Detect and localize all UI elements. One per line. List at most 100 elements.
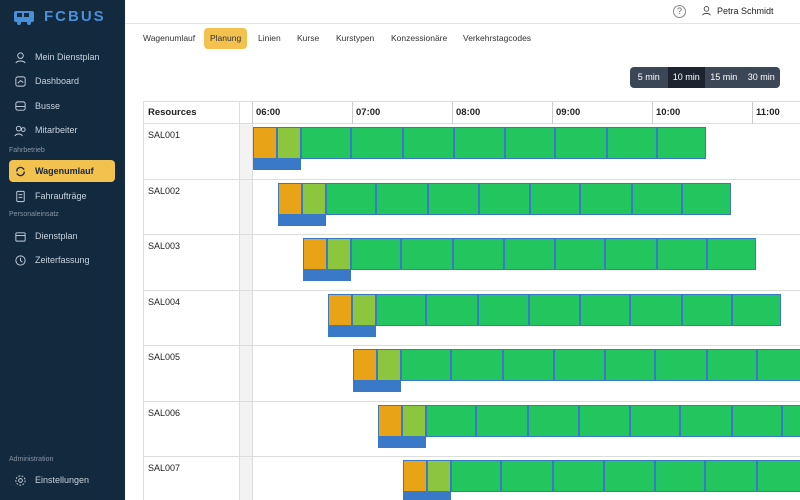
- trip-block[interactable]: [453, 238, 504, 270]
- depot-block[interactable]: [328, 293, 352, 326]
- deadhead-block[interactable]: [402, 404, 426, 437]
- tab-wagenumlauf[interactable]: Wagenumlauf: [143, 33, 196, 43]
- logo[interactable]: FCBUS: [12, 8, 106, 25]
- trip-block[interactable]: [451, 460, 501, 492]
- tab-verkehrstagcodes[interactable]: Verkehrstagcodes: [463, 33, 532, 43]
- depot-block[interactable]: [403, 460, 427, 492]
- trip-block[interactable]: [351, 238, 401, 270]
- deadhead-block[interactable]: [427, 460, 451, 492]
- trip-block[interactable]: [401, 238, 453, 270]
- trip-block[interactable]: [503, 349, 554, 381]
- trip-block[interactable]: [505, 127, 555, 159]
- trip-block[interactable]: [504, 238, 555, 270]
- dashboard-icon: [15, 75, 26, 87]
- trip-block[interactable]: [657, 127, 706, 159]
- trip-block[interactable]: [555, 238, 605, 270]
- tab-kurse[interactable]: Kurse: [297, 33, 320, 43]
- deadhead-block[interactable]: [277, 127, 301, 159]
- trip-block[interactable]: [580, 293, 630, 326]
- deadhead-block[interactable]: [377, 349, 401, 381]
- trip-block[interactable]: [529, 293, 580, 326]
- trip-block[interactable]: [605, 238, 657, 270]
- trip-block[interactable]: [479, 182, 530, 215]
- sidebar-item-dienstplan[interactable]: Dienstplan: [9, 225, 115, 247]
- trip-block[interactable]: [553, 460, 604, 492]
- trip-block[interactable]: [657, 238, 707, 270]
- trip-block[interactable]: [451, 349, 503, 381]
- trip-block[interactable]: [630, 404, 680, 437]
- tab-kurstypen[interactable]: Kurstypen: [336, 33, 375, 43]
- schedule-grid: Resources 06:00 07:00 08:00 09:00 10:00 …: [143, 101, 800, 500]
- trip-block[interactable]: [732, 404, 782, 437]
- depot-link-bar: [303, 270, 351, 281]
- trip-block[interactable]: [426, 293, 478, 326]
- trip-block[interactable]: [554, 349, 605, 381]
- trip-block[interactable]: [401, 349, 451, 381]
- trip-block[interactable]: [476, 404, 528, 437]
- depot-block[interactable]: [378, 404, 402, 437]
- trip-block[interactable]: [732, 293, 781, 326]
- depot-block[interactable]: [303, 238, 327, 270]
- sidebar-item-zeiterfassung[interactable]: Zeiterfassung: [9, 249, 115, 271]
- zoom-30min-button[interactable]: 30 min: [747, 72, 775, 82]
- trip-block[interactable]: [428, 182, 479, 215]
- sidebar-item-einstellungen[interactable]: Einstellungen: [9, 469, 115, 491]
- trip-block[interactable]: [426, 404, 476, 437]
- sidebar-item-mein-dienstplan[interactable]: Mein Dienstplan: [9, 46, 115, 68]
- zoom-10min-button[interactable]: 10 min: [667, 67, 705, 88]
- trip-block[interactable]: [707, 349, 757, 381]
- trip-block[interactable]: [607, 127, 657, 159]
- sidebar-item-mitarbeiter[interactable]: Mitarbeiter: [9, 119, 115, 141]
- tab-planung[interactable]: Planung: [204, 28, 248, 49]
- deadhead-block[interactable]: [352, 293, 376, 326]
- trip-block[interactable]: [757, 460, 800, 492]
- trip-block[interactable]: [682, 293, 732, 326]
- deadhead-block[interactable]: [327, 238, 351, 270]
- depot-block[interactable]: [353, 349, 377, 381]
- trip-block[interactable]: [301, 127, 351, 159]
- help-icon[interactable]: ?: [673, 5, 686, 18]
- user-menu[interactable]: Petra Schmidt: [701, 5, 774, 16]
- trip-block[interactable]: [604, 460, 655, 492]
- trip-block[interactable]: [376, 293, 426, 326]
- sidebar-item-dashboard[interactable]: Dashboard: [9, 70, 115, 92]
- trip-block[interactable]: [682, 182, 731, 215]
- trip-block[interactable]: [705, 460, 757, 492]
- trip-block[interactable]: [632, 182, 682, 215]
- deadhead-block[interactable]: [302, 182, 326, 215]
- trip-block[interactable]: [707, 238, 756, 270]
- trip-block[interactable]: [501, 460, 553, 492]
- zoom-15min-button[interactable]: 15 min: [710, 72, 738, 82]
- trip-block[interactable]: [655, 349, 707, 381]
- trip-block[interactable]: [605, 349, 655, 381]
- trip-block[interactable]: [403, 127, 454, 159]
- tab-konzessionaere[interactable]: Konzessionäre: [391, 33, 448, 43]
- trip-block[interactable]: [376, 182, 428, 215]
- trip-block[interactable]: [757, 349, 800, 381]
- sidebar-item-fahrauftraege[interactable]: Fahraufträge: [9, 185, 115, 207]
- trip-block[interactable]: [680, 404, 732, 437]
- schedule-row: SAL006: [144, 401, 800, 457]
- depot-block[interactable]: [253, 127, 277, 159]
- hour-label: 06:00: [252, 102, 280, 124]
- sidebar-item-label: Zeiterfassung: [35, 255, 90, 265]
- depot-block[interactable]: [278, 182, 302, 215]
- trip-block[interactable]: [326, 182, 376, 215]
- sidebar-item-busse[interactable]: Busse: [9, 95, 115, 117]
- user-name: Petra Schmidt: [717, 5, 774, 16]
- zoom-5min-button[interactable]: 5 min: [637, 72, 660, 82]
- sidebar-item-wagenumlauf[interactable]: Wagenumlauf: [9, 160, 115, 182]
- trip-block[interactable]: [580, 182, 632, 215]
- trip-block[interactable]: [579, 404, 630, 437]
- trip-block[interactable]: [351, 127, 403, 159]
- trip-block[interactable]: [478, 293, 529, 326]
- trip-block[interactable]: [630, 293, 682, 326]
- trip-block[interactable]: [528, 404, 579, 437]
- trip-block[interactable]: [454, 127, 505, 159]
- trip-block[interactable]: [655, 460, 705, 492]
- trip-block[interactable]: [530, 182, 580, 215]
- trip-block[interactable]: [782, 404, 800, 437]
- sidebar-item-label: Dienstplan: [35, 231, 78, 241]
- trip-block[interactable]: [555, 127, 607, 159]
- tab-linien[interactable]: Linien: [258, 33, 281, 43]
